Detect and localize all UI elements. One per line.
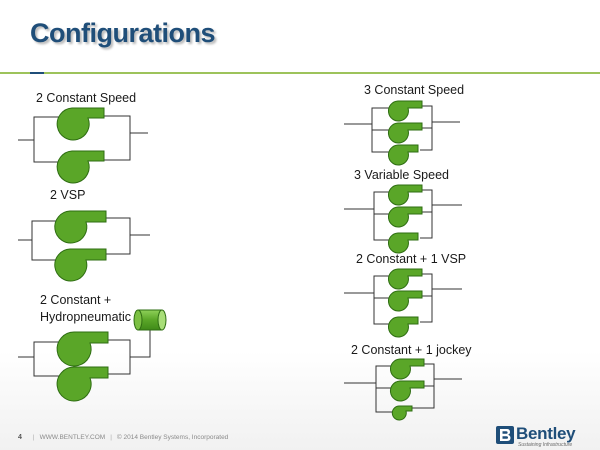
pump-icon	[54, 210, 107, 282]
label-3-variable-speed: 3 Variable Speed	[354, 168, 449, 182]
label-2-constant-hydro-line2: Hydropneumatic	[40, 310, 132, 324]
diagram-2-constant-hydropneumatic	[18, 330, 151, 377]
footer-website: WWW.BENTLEY.COM	[39, 434, 106, 441]
diagram-2-constant-speed	[18, 115, 148, 163]
diagram-2-constant-1-vsp	[344, 273, 462, 325]
page-title: Configurations	[30, 18, 215, 48]
label-3-constant-speed: 3 Constant Speed	[364, 83, 465, 97]
footer-separator: |	[110, 434, 112, 441]
pump-icon	[56, 107, 105, 184]
page-number: 4	[18, 434, 22, 441]
diagram-3-variable-speed	[344, 189, 462, 241]
title-divider-accent	[30, 72, 44, 74]
label-2-constant-hydro-line1: 2 Constant +	[40, 293, 112, 307]
bentley-logo: Bentley Sustaining Infrastructure	[496, 424, 586, 450]
label-2-constant-1-vsp: 2 Constant + 1 VSP	[356, 252, 467, 266]
footer-separator: |	[32, 434, 35, 441]
label-2-constant-speed: 2 Constant Speed	[36, 91, 137, 105]
hydropneumatic-tank-icon	[133, 309, 167, 331]
title-divider	[0, 72, 600, 74]
bentley-b-logo-icon	[496, 426, 514, 444]
diagram-2-vsp	[18, 217, 150, 261]
label-2-vsp: 2 VSP	[50, 188, 86, 202]
pump-icon	[387, 184, 423, 254]
label-2-constant-hydropneumatic: 2 Constant + Hydropneumatic	[40, 292, 131, 326]
pump-icon	[387, 100, 423, 166]
slide-footer: 4 | WWW.BENTLEY.COM | © 2014 Bentley Systems…	[18, 434, 228, 441]
diagram-3-constant-speed	[344, 105, 460, 153]
footer-copyright: © 2014 Bentley Systems, Incorporated	[116, 434, 229, 441]
pump-icon	[387, 268, 423, 338]
logo-tagline: Sustaining Infrastructure	[518, 442, 573, 448]
pump-icon	[389, 358, 425, 421]
pump-icon	[56, 331, 109, 402]
label-2-constant-1-jockey: 2 Constant + 1 jockey	[351, 343, 472, 357]
logo-wordmark: Bentley	[516, 424, 576, 443]
